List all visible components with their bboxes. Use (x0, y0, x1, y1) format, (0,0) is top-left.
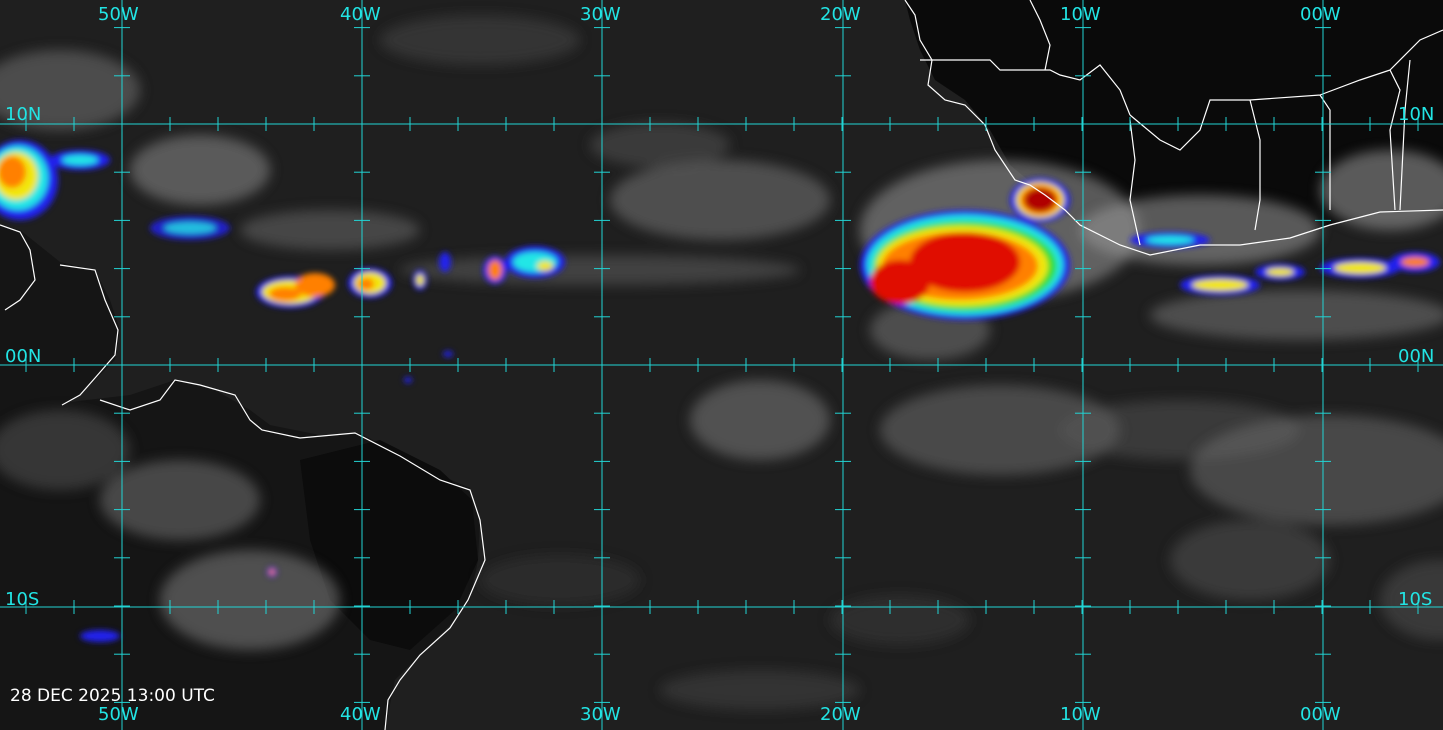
lon-label-top-10w: 10W (1060, 4, 1101, 25)
lat-label-right-10s: 10S (1398, 589, 1433, 610)
lat-label-left-00n: 00N (5, 346, 42, 367)
lat-label-left-10s: 10S (5, 589, 40, 610)
lon-label-bottom-20w: 20W (820, 704, 861, 725)
convection-cell-itcz-east (860, 178, 1070, 320)
lat-label-right-00n: 00N (1398, 346, 1435, 367)
lon-label-bottom-30w: 30W (580, 704, 621, 725)
brazil-dry-interior (300, 440, 478, 650)
convection-cell-west (0, 140, 110, 220)
lon-label-top-50w: 50W (98, 4, 139, 25)
lon-label-bottom-40w: 40W (340, 704, 381, 725)
lat-label-right-10n: 10N (1398, 104, 1435, 125)
convection-cells (0, 140, 1440, 642)
lon-label-bottom-10w: 10W (1060, 704, 1101, 725)
lon-label-top-20w: 20W (820, 4, 861, 25)
lat-label-left-10n: 10N (5, 104, 42, 125)
convection-cell-gulf-of-guinea (1130, 232, 1440, 295)
cloud-field (0, 15, 1443, 710)
lon-label-bottom-50w: 50W (98, 704, 139, 725)
lon-label-top-30w: 30W (580, 4, 621, 25)
convection-cell-itcz-west (150, 216, 565, 308)
image-timestamp: 28 DEC 2025 13:00 UTC (10, 686, 215, 706)
africa-coastline (904, 0, 1443, 256)
africa-landmass (905, 0, 1443, 255)
lon-label-bottom-00w: 00W (1300, 704, 1341, 725)
lon-label-top-40w: 40W (340, 4, 381, 25)
lon-label-top-00w: 00W (1300, 4, 1341, 25)
africa-borders (920, 0, 1443, 246)
south-america-coastline (0, 224, 486, 730)
